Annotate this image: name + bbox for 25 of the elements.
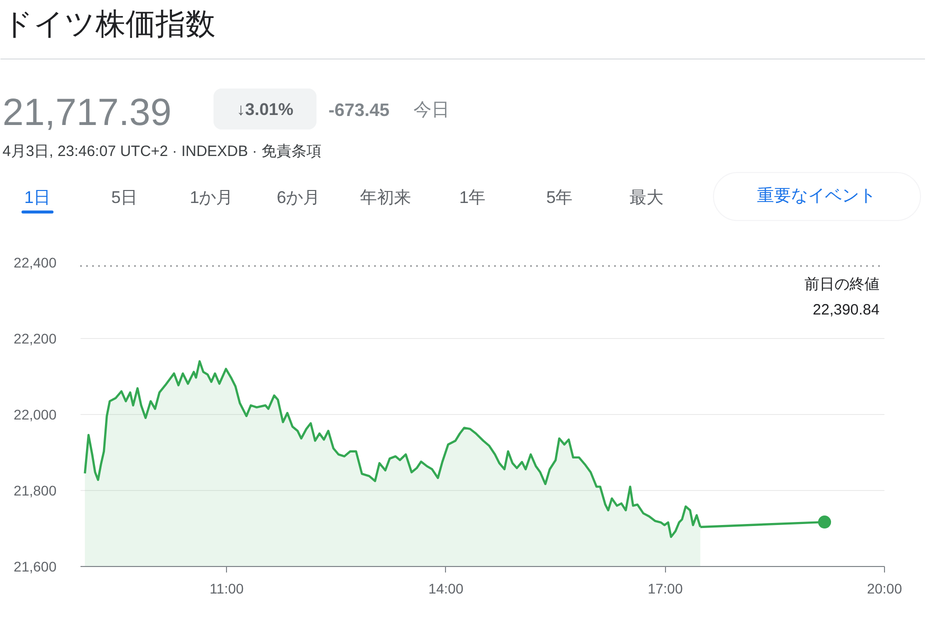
text: 最大 <box>630 188 664 207</box>
y-tick-label: 22,000 <box>14 406 57 422</box>
x-tick-label: 14:00 <box>428 580 464 596</box>
text: 1か月 <box>190 188 234 207</box>
text: 6か月 <box>276 188 320 207</box>
text: 今日 <box>414 100 450 120</box>
text: -673.45 <box>328 100 390 120</box>
text: 21,717.39 <box>2 92 172 134</box>
text: 1日 <box>24 188 51 207</box>
chart-subtitle: 4月3日, 23:46:07 UTC+2 · INDEXDB · 免責条項 <box>2 143 322 160</box>
text: 年初来 <box>360 188 411 207</box>
text: ↓3.01% <box>236 100 294 119</box>
y-tick-label: 22,400 <box>14 254 57 270</box>
text: 5日 <box>111 188 138 207</box>
y-tick-label: 21,600 <box>14 558 57 574</box>
text: 1年 <box>459 188 486 207</box>
x-tick-label: 20:00 <box>866 580 902 596</box>
chart-title: ドイツ株価指数 <box>2 8 216 41</box>
text: 重要なイベント <box>757 186 876 205</box>
x-tick-label: 17:00 <box>648 580 683 596</box>
y-tick-label: 21,800 <box>14 482 57 498</box>
ref-line-label: 前日の終値 22,390.84 <box>804 276 880 318</box>
y-tick-label: 22,200 <box>14 330 57 346</box>
text: 5年 <box>546 188 573 207</box>
x-tick-label: 11:00 <box>210 580 244 596</box>
